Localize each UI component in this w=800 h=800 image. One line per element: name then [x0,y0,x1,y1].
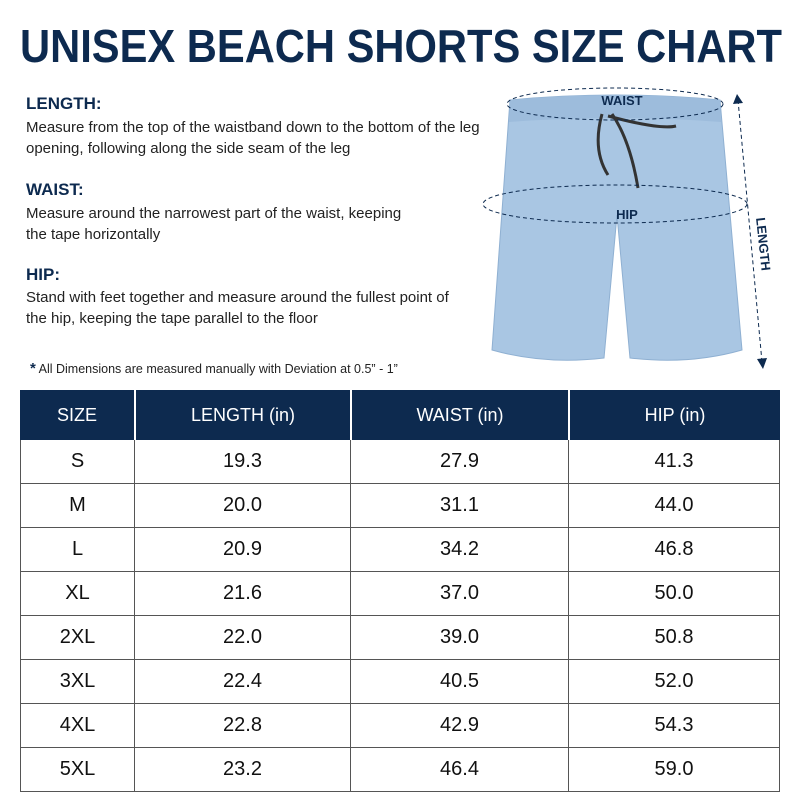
table-body: S 19.3 27.9 41.3 M 20.0 31.1 44.0 L 20.9 34.2 46.8 X… [20,440,780,792]
section-heading: WAIST: [26,180,84,199]
measure-cell: 39.0 [350,616,568,660]
column-header: WAIST (in) [350,390,568,440]
size-cell: 3XL [20,660,134,704]
size-cell: L [20,528,134,572]
measure-cell: 46.4 [350,748,568,792]
size-cell: 2XL [20,616,134,660]
section-heading: HIP: [26,265,60,284]
size-cell: XL [20,572,134,616]
measure-cell: 52.0 [568,660,780,704]
size-cell: 5XL [20,748,134,792]
measure-cell: 23.2 [134,748,350,792]
measure-cell: 31.1 [350,484,568,528]
size-cell: 4XL [20,704,134,748]
measure-cell: 21.6 [134,572,350,616]
section-heading: LENGTH: [26,94,102,113]
note-text: All Dimensions are measured manually wit… [38,362,398,376]
measure-cell: 46.8 [568,528,780,572]
column-header: SIZE [20,390,134,440]
title: UNISEX BEACH SHORTS SIZE CHART [20,20,782,72]
measure-cell: 27.9 [350,440,568,484]
measure-cell: 50.8 [568,616,780,660]
section-text: Stand with feet together and measure aro… [26,289,449,327]
column-header: LENGTH (in) [134,390,350,440]
waist-line [506,87,724,121]
waistband [509,95,721,122]
measure-cell: 22.8 [134,704,350,748]
measure-cell: 40.5 [350,660,568,704]
column-header: HIP (in) [568,390,780,440]
length-line [737,99,763,363]
measure-cell: 37.0 [350,572,568,616]
size-cell: S [20,440,134,484]
measure-cell: 22.0 [134,616,350,660]
measure-cell: 20.0 [134,484,350,528]
size-cell: M [20,484,134,528]
table-row: 3XL 22.4 40.5 52.0 [20,660,780,704]
note-marker: * [30,360,36,377]
table-row: 2XL 22.0 39.0 50.8 [20,616,780,660]
table-row: 5XL 23.2 46.4 59.0 [20,748,780,792]
measure-cell: 54.3 [568,704,780,748]
table-row: XL 21.6 37.0 50.0 [20,572,780,616]
table-row: L 20.9 34.2 46.8 [20,528,780,572]
shorts [491,94,743,361]
title-area: UNISEX BEACH SHORTS SIZE CHART [20,20,782,72]
table-row: M 20.0 31.1 44.0 [20,484,780,528]
measure-cell: 19.3 [134,440,350,484]
length-label: LENGTH [753,217,774,272]
measure-cell: 59.0 [568,748,780,792]
measure-cell: 44.0 [568,484,780,528]
section-text: Measure from the top of the waistband do… [26,119,480,157]
size-table: SIZE LENGTH (in) WAIST (in) HIP (in) S 19.3 2… [20,390,780,792]
shorts-diagram: WAIST HIP LENGTH [482,87,774,369]
table-row: S 19.3 27.9 41.3 [20,440,780,484]
header-row: SIZE LENGTH (in) WAIST (in) HIP (in) [20,390,780,440]
section-text: Measure around the narrowest part of the… [26,205,402,243]
hip-line [482,184,748,224]
measure-cell: 22.4 [134,660,350,704]
table-row: 4XL 22.8 42.9 54.3 [20,704,780,748]
measure-cell: 34.2 [350,528,568,572]
waist-label: WAIST [601,93,642,108]
measure-cell: 42.9 [350,704,568,748]
note: * All Dimensions are measured manually w… [30,360,398,377]
measure-cell: 20.9 [134,528,350,572]
measure-cell: 50.0 [568,572,780,616]
drawstring [596,113,677,189]
measure-cell: 41.3 [568,440,780,484]
hip-label: HIP [616,207,638,222]
